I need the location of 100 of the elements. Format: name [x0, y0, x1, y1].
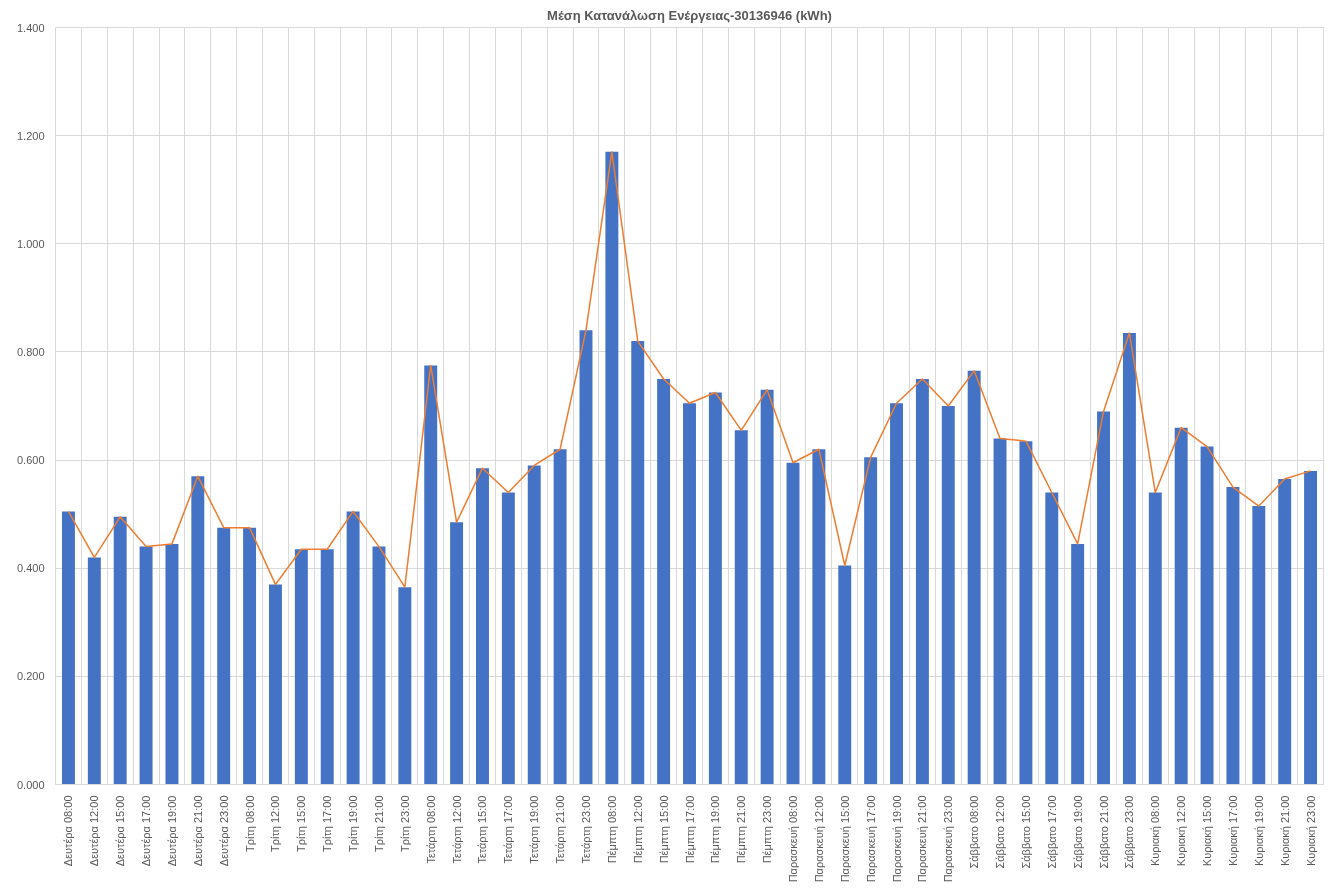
x-tick-label: Κυριακή 19:00 — [1252, 795, 1265, 867]
bar — [631, 341, 645, 785]
bar — [424, 365, 438, 785]
bar — [1122, 333, 1136, 785]
bar — [786, 462, 800, 785]
x-tick-label: Τετάρτη 15:00 — [476, 795, 489, 864]
x-tick-label: Δευτέρα 12:00 — [88, 795, 101, 867]
line-series — [67, 151, 1312, 588]
x-tick-label: Κυριακή 08:00 — [1149, 795, 1162, 867]
bar — [915, 378, 929, 785]
bar — [708, 392, 722, 785]
bar — [1226, 487, 1240, 785]
x-tick-label: Παρασκευή 08:00 — [787, 795, 800, 883]
bar — [760, 389, 774, 785]
bar — [501, 492, 515, 785]
x-tick-label: Παρασκευή 21:00 — [916, 795, 929, 883]
x-tick-label: Τετάρτη 17:00 — [502, 795, 515, 864]
bar — [1252, 506, 1266, 785]
bar — [1278, 479, 1292, 785]
x-tick-label: Τρίτη 19:00 — [347, 795, 360, 852]
x-tick-label: Δευτέρα 19:00 — [165, 795, 178, 867]
bar — [268, 584, 282, 785]
bar — [683, 403, 696, 785]
bar — [61, 511, 75, 785]
x-tick-label: Τρίτη 12:00 — [269, 795, 282, 852]
bar — [967, 370, 981, 785]
x-tick-label: Τρίτη 08:00 — [243, 795, 256, 852]
x-tick-label: Κυριακή 21:00 — [1278, 795, 1291, 867]
x-tick-label: Δευτέρα 21:00 — [191, 795, 204, 867]
x-tick-label: Τετάρτη 08:00 — [424, 795, 437, 864]
bar — [734, 430, 748, 785]
bar — [864, 457, 878, 785]
bar — [941, 406, 955, 785]
bar — [476, 468, 489, 785]
bar — [87, 557, 101, 785]
bar — [346, 511, 360, 785]
bar — [217, 527, 231, 785]
x-tick-label: Πέμπτη 23:00 — [761, 795, 774, 864]
bar — [812, 449, 826, 785]
bar — [294, 549, 308, 785]
chart-title: Μέση Κατανάλωση Ενέργειας-30136946 (kWh) — [547, 7, 832, 23]
bar — [1200, 446, 1214, 785]
x-tick-label: Παρασκευή 23:00 — [942, 795, 955, 883]
x-tick-label: Παρασκευή 19:00 — [890, 795, 903, 883]
bar — [1045, 492, 1059, 785]
bar — [657, 378, 671, 785]
x-tick-label: Κυριακή 12:00 — [1175, 795, 1188, 867]
y-tick-label: 0.200 — [16, 670, 45, 683]
bar — [372, 546, 386, 785]
bar — [1071, 543, 1085, 785]
x-tick-label: Σάββατο 23:00 — [1123, 795, 1136, 869]
x-tick-label: Σάββατο 17:00 — [1045, 795, 1058, 869]
bar — [605, 151, 619, 785]
x-tick-label: Τρίτη 21:00 — [372, 795, 385, 852]
bar — [320, 549, 334, 785]
x-tick-label: Παρασκευή 17:00 — [864, 795, 877, 883]
x-tick-label: Σάββατο 08:00 — [968, 795, 981, 869]
x-tick-label: Τρίτη 17:00 — [321, 795, 334, 852]
x-tick-label: Κυριακή 15:00 — [1201, 795, 1214, 867]
x-tick-label: Τετάρτη 19:00 — [528, 795, 541, 864]
x-tick-label: Δευτέρα 15:00 — [114, 795, 127, 867]
x-tick-label: Σάββατο 21:00 — [1097, 795, 1110, 869]
bar — [890, 403, 903, 785]
bar — [1304, 470, 1318, 785]
bar — [113, 516, 127, 785]
y-tick-label: 0.400 — [16, 562, 45, 575]
x-tick-label: Παρασκευή 12:00 — [812, 795, 825, 883]
bar — [993, 438, 1007, 785]
y-tick-label: 0.600 — [16, 454, 45, 467]
x-tick-label: Παρασκευή 15:00 — [838, 795, 851, 883]
bar — [1019, 441, 1033, 785]
bar — [1097, 411, 1111, 785]
x-tick-label: Δευτέρα 08:00 — [62, 795, 75, 867]
y-tick-label: 0.800 — [16, 345, 45, 358]
x-tick-label: Πέμπτη 17:00 — [683, 795, 696, 864]
x-tick-label: Τρίτη 23:00 — [398, 795, 411, 852]
bar — [398, 587, 412, 785]
x-tick-label: Δευτέρα 23:00 — [217, 795, 230, 867]
bar — [450, 522, 464, 785]
x-tick-label: Σάββατο 12:00 — [994, 795, 1007, 869]
x-tick-label: Σάββατο 19:00 — [1071, 795, 1084, 869]
x-tick-label: Σάββατο 15:00 — [1019, 795, 1032, 869]
y-tick-label: 1.200 — [16, 129, 45, 142]
x-tick-label: Πέμπτη 08:00 — [605, 795, 618, 864]
bar — [139, 546, 153, 785]
x-tick-label: Πέμπτη 15:00 — [657, 795, 670, 864]
x-tick-label: Πέμπτη 21:00 — [735, 795, 748, 864]
bar — [243, 527, 257, 785]
y-tick-label: 1.000 — [16, 237, 45, 250]
x-tick-label: Τετάρτη 12:00 — [450, 795, 463, 864]
x-tick-label: Πέμπτη 19:00 — [709, 795, 722, 864]
bar — [579, 330, 593, 785]
bar — [838, 565, 852, 785]
x-tick-label: Κυριακή 17:00 — [1226, 795, 1239, 867]
x-tick-label: Τρίτη 15:00 — [295, 795, 308, 852]
y-tick-label: 0.000 — [16, 778, 45, 791]
bar — [1148, 492, 1162, 785]
bar — [165, 543, 179, 785]
x-tick-label: Κυριακή 23:00 — [1304, 795, 1317, 867]
bar — [553, 449, 567, 785]
